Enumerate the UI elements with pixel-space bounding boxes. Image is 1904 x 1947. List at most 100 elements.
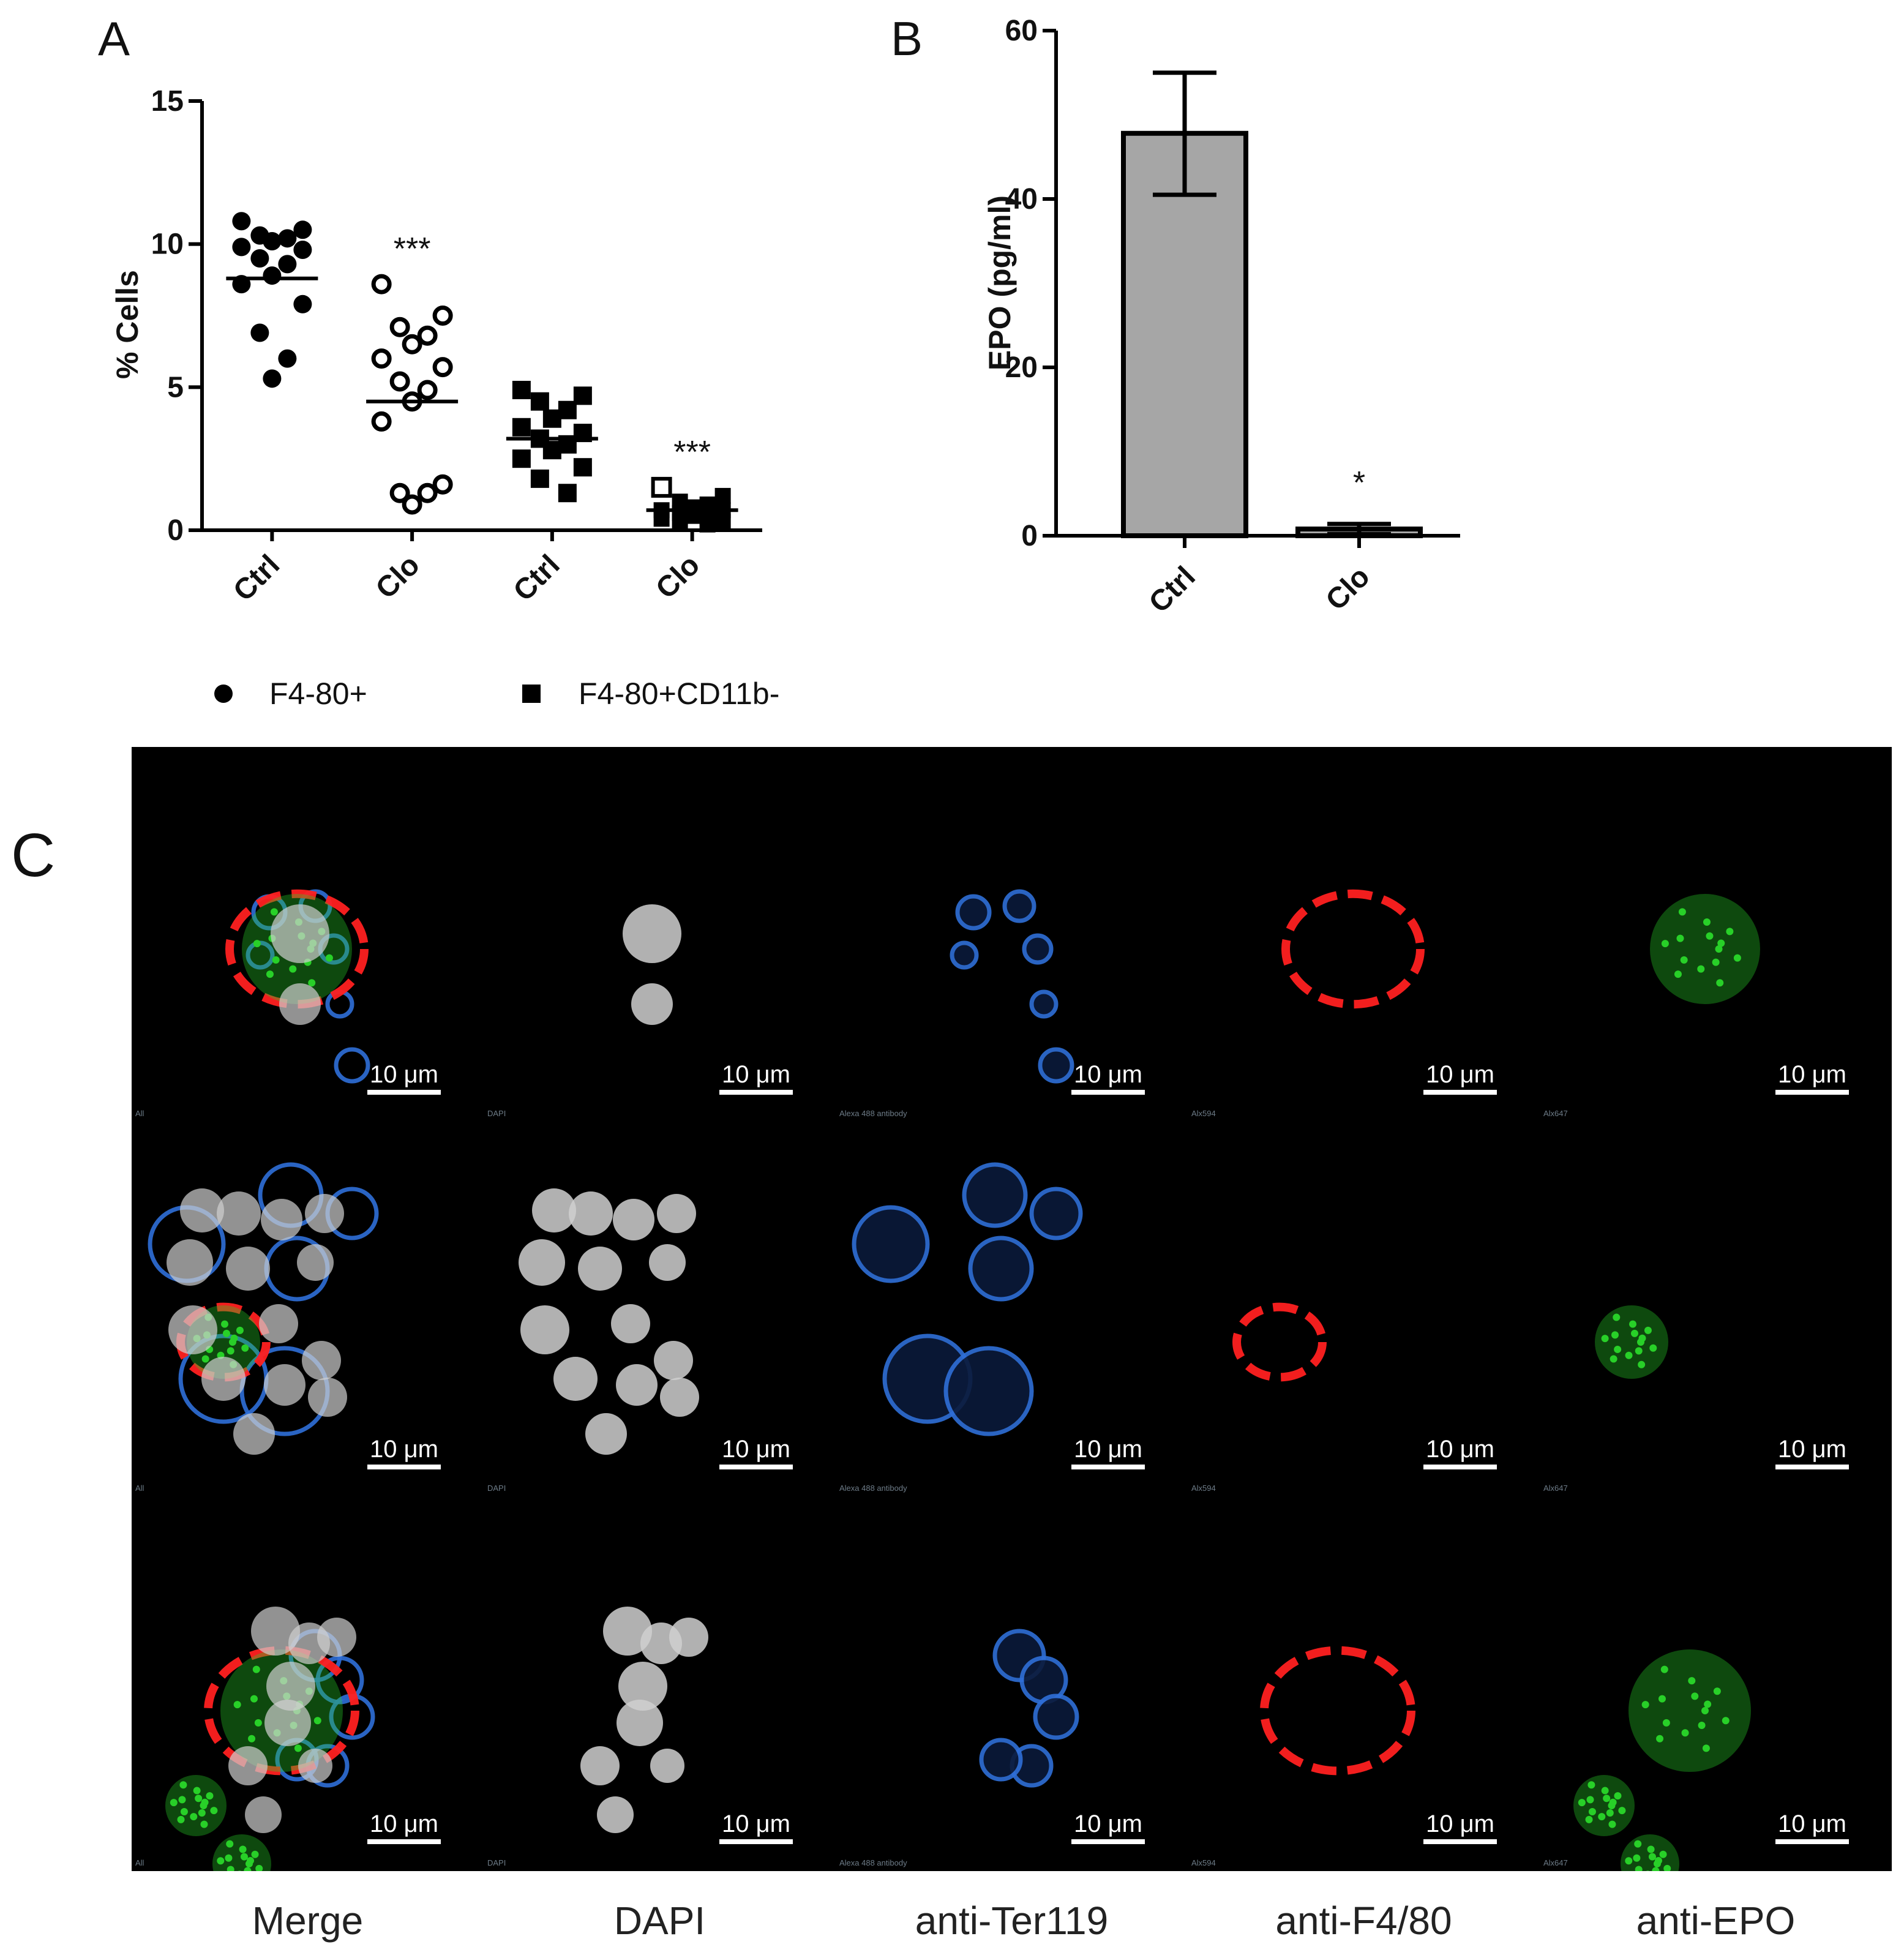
chart-b-xtick-label: Clo	[1320, 560, 1376, 617]
chart-a-point	[512, 418, 531, 437]
chart-a-point	[371, 274, 392, 294]
micrograph-image	[852, 1162, 1083, 1436]
chart-a-point	[432, 474, 453, 495]
chart-a-point	[417, 325, 438, 346]
chart-a: % Cells 0 5 10 15 Ctrl Clo Ctrl Clo *** ***	[110, 85, 762, 607]
scale-bar-line	[367, 1090, 441, 1095]
channel-tag: Alexa 488 antibody	[839, 1109, 907, 1118]
micrograph-epo-row-3: Alx647 10 μm	[1540, 1496, 1892, 1871]
chart-a-point	[530, 469, 549, 488]
chart-a-point	[651, 476, 672, 498]
scale-bar: 10 μm	[719, 1435, 793, 1469]
micrograph-image	[225, 889, 370, 1084]
channel-tag: DAPI	[487, 1109, 506, 1118]
legend-label-f4-80-cd11b: F4-80+CD11b-	[579, 677, 779, 711]
scale-bar: 10 μm	[1775, 1435, 1849, 1469]
chart-a-point	[293, 241, 312, 260]
micrograph-merge-row-3: All 10 μm	[132, 1496, 484, 1871]
micrograph-image	[979, 1629, 1079, 1788]
chart-b-xtick-label: Ctrl	[1143, 560, 1202, 619]
chart-a-point	[293, 220, 312, 239]
scale-bar-label: 10 μm	[722, 1436, 790, 1463]
micrograph-grid: All 10 μm DAPI 10 μm Alexa 488 antibody 10 μm…	[132, 747, 1892, 1871]
chart-a-point	[278, 349, 297, 368]
micrograph-image	[1232, 1302, 1327, 1382]
channel-tag: DAPI	[487, 1484, 506, 1493]
micrograph-image	[1573, 1649, 1751, 1871]
scale-bar: 10 μm	[719, 1060, 793, 1095]
micrograph-ter119-row-3: Alexa 488 antibody 10 μm	[836, 1496, 1188, 1871]
chart-a-point	[389, 371, 410, 392]
chart-b: EPO (pg/ml) 0 20 40 60 Ctrl Clo *	[983, 15, 1460, 619]
column-label-ter119: anti-Ter119	[915, 1899, 1109, 1943]
micrograph-image	[1260, 1646, 1415, 1776]
scale-bar-label: 10 μm	[1426, 1436, 1494, 1463]
chart-a-significance: ***	[394, 231, 431, 267]
channel-tag: Alx647	[1543, 1858, 1568, 1867]
chart-a-point	[542, 409, 561, 428]
chart-a-significance: ***	[673, 435, 711, 470]
scale-bar: 10 μm	[367, 1810, 441, 1844]
chart-a-point	[389, 482, 410, 503]
chart-b-y-label: EPO (pg/ml)	[983, 195, 1017, 370]
chart-a-point	[402, 334, 422, 355]
chart-a-point	[389, 317, 410, 337]
scale-bar-line	[1775, 1839, 1849, 1844]
scale-bar-line	[1071, 1090, 1145, 1095]
column-label-dapi: DAPI	[613, 1899, 706, 1943]
micrograph-dapi-row-2: DAPI 10 μm	[484, 1122, 836, 1496]
chart-a-point	[699, 516, 716, 533]
scale-bar: 10 μm	[1775, 1060, 1849, 1095]
micrograph-ter119-row-2: Alexa 488 antibody 10 μm	[836, 1122, 1188, 1496]
scale-bar-line	[719, 1465, 793, 1469]
channel-tag: Alx594	[1191, 1109, 1216, 1118]
channel-tag: All	[135, 1484, 144, 1493]
chart-a-point	[512, 449, 531, 468]
micrograph-image	[165, 1607, 375, 1871]
chart-a-y-label: % Cells	[110, 270, 144, 379]
panel-letter-a: A	[98, 12, 130, 66]
micrograph-image	[1650, 894, 1760, 1004]
chart-a-point	[232, 212, 251, 231]
channel-tag: Alx647	[1543, 1109, 1568, 1118]
legend-marker-circle	[214, 685, 233, 703]
chart-a-xtick-label: Clo	[370, 549, 426, 605]
chart-a-point	[263, 231, 282, 250]
scale-bar: 10 μm	[1423, 1060, 1497, 1095]
scale-bar-line	[1775, 1090, 1849, 1095]
scale-bar-label: 10 μm	[1074, 1436, 1142, 1463]
scale-bar-line	[1071, 1839, 1145, 1844]
micrograph-f480-row-2: Alx594 10 μm	[1188, 1122, 1540, 1496]
chart-b-bar	[1121, 130, 1248, 538]
chart-a-xtick-label: Ctrl	[508, 549, 566, 607]
scale-bar-line	[719, 1839, 793, 1844]
scale-bar-label: 10 μm	[722, 1061, 790, 1088]
channel-tag: All	[135, 1109, 144, 1118]
chart-a-point	[512, 381, 531, 400]
channel-tag: All	[135, 1858, 144, 1867]
scale-bar-label: 10 μm	[1426, 1061, 1494, 1088]
scale-bar-label: 10 μm	[1074, 1061, 1142, 1088]
channel-tag: DAPI	[487, 1858, 506, 1867]
chart-b-ytick-label: 0	[1021, 520, 1038, 552]
chart-a-point	[263, 266, 282, 285]
scale-bar-line	[367, 1465, 441, 1469]
scale-bar-label: 10 μm	[370, 1061, 438, 1088]
scale-bar: 10 μm	[1071, 1435, 1145, 1469]
scale-bar-line	[1775, 1465, 1849, 1469]
column-label-f480: anti-F4/80	[1275, 1899, 1452, 1943]
scale-bar-label: 10 μm	[1778, 1810, 1846, 1837]
chart-a-ytick-label: 10	[151, 228, 184, 261]
scale-bar: 10 μm	[1423, 1435, 1497, 1469]
micrograph-epo-row-2: Alx647 10 μm	[1540, 1122, 1892, 1496]
scale-bar-label: 10 μm	[722, 1810, 790, 1837]
channel-tag: Alx647	[1543, 1484, 1568, 1493]
chart-b-significance: *	[1353, 465, 1365, 501]
micrograph-image	[623, 904, 681, 1025]
chart-b-ytick-label: 60	[1005, 15, 1038, 47]
panel-letter-b: B	[891, 12, 923, 66]
chart-a-point	[371, 411, 392, 432]
chart-a-point	[250, 249, 269, 268]
chart-a-point	[672, 513, 688, 530]
channel-tag: Alexa 488 antibody	[839, 1484, 907, 1493]
